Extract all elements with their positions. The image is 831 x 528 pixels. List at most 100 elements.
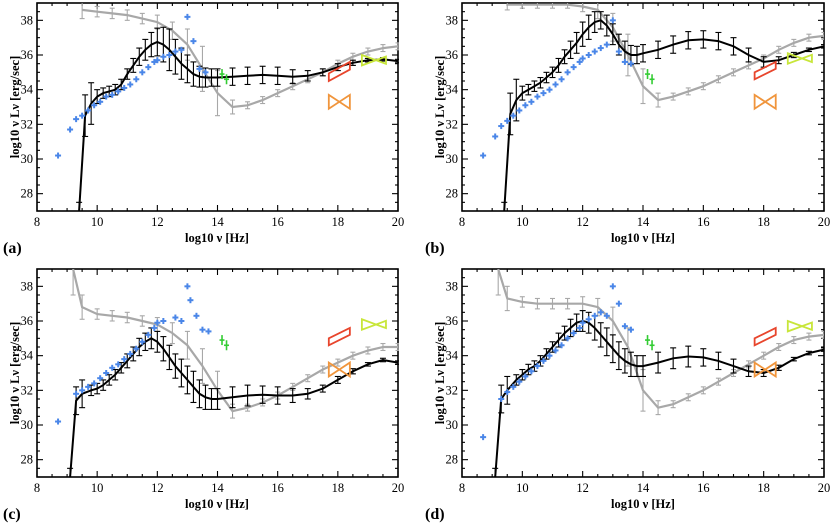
y-tick-labels: 28 30 32 34 36 38: [21, 279, 34, 466]
axis-ticks: [36, 268, 399, 478]
y-tick-label: 36: [21, 48, 34, 62]
y-tick-label: 36: [446, 48, 459, 62]
xray-bowtie-soft2: [327, 93, 351, 111]
x-tick-label: 10: [516, 215, 529, 229]
y-tick-label: 28: [446, 453, 459, 467]
y-tick-label: 38: [21, 13, 34, 27]
x-tick-label: 12: [151, 215, 164, 229]
x-tick-label: 20: [818, 215, 831, 229]
x-tick-label: 18: [757, 215, 770, 229]
model-line: [503, 19, 824, 211]
xray-bowtie-hard: [361, 53, 387, 67]
template-line: [497, 269, 824, 409]
x-tick-label: 12: [576, 215, 589, 229]
y-tick-label: 34: [446, 349, 459, 363]
y-tick-labels: 28 30 32 34 36 38: [21, 13, 34, 200]
template-line: [507, 3, 824, 102]
y-tick-label: 32: [446, 383, 459, 397]
y-tick-label: 38: [446, 279, 459, 293]
xray-bowtie-soft2: [327, 360, 351, 379]
y-tick-label: 28: [21, 453, 34, 467]
y-tick-label: 38: [446, 13, 459, 27]
plot-area: [55, 3, 399, 211]
y-tick-label: 34: [21, 349, 34, 363]
model-line: [494, 319, 824, 477]
y-tick-labels: 28 30 32 34 36 38: [446, 279, 459, 466]
x-tick-label: 12: [576, 481, 589, 495]
x-tick-labels: 8 10 12 14 16 18 20: [34, 215, 404, 229]
y-tick-label: 28: [446, 187, 459, 201]
x-tick-label: 10: [91, 215, 104, 229]
y-tick-label: 30: [446, 152, 459, 166]
y-axis-title: log10 ν Lν [erg/sec]: [433, 56, 447, 158]
y-tick-labels: 28 30 32 34 36 38: [446, 13, 459, 200]
x-tick-label: 14: [211, 481, 224, 495]
x-tick-label: 16: [697, 215, 710, 229]
xray-bowtie-soft2: [753, 93, 777, 111]
x-tick-label: 12: [151, 481, 164, 495]
x-tick-label: 8: [459, 481, 465, 495]
x-tick-label: 14: [637, 481, 650, 495]
panel-label: (d): [425, 506, 445, 523]
template-line: [81, 8, 399, 109]
x-tick-label: 18: [757, 481, 770, 495]
x-axis-title: log10 ν [Hz]: [185, 497, 249, 511]
x-tick-label: 18: [332, 215, 345, 229]
x-axis-title: log10 ν [Hz]: [611, 231, 675, 245]
y-tick-label: 30: [21, 152, 34, 166]
panel-label: (a): [3, 240, 22, 257]
y-tick-label: 32: [21, 117, 34, 131]
y-tick-label: 28: [21, 187, 34, 201]
y-tick-label: 32: [21, 383, 34, 397]
plot-area: [480, 269, 824, 477]
y-tick-label: 34: [446, 83, 459, 97]
y-tick-label: 36: [446, 314, 459, 328]
xray-bowtie-soft2: [753, 360, 777, 379]
plot-area: [480, 3, 824, 211]
xray-bowtie-hard: [361, 317, 387, 331]
x-tick-label: 18: [332, 481, 345, 495]
x-tick-label: 10: [516, 481, 529, 495]
xray-bowtie-soft: [753, 326, 777, 347]
template-line: [72, 269, 398, 413]
x-tick-label: 14: [637, 215, 650, 229]
x-axis-title: log10 ν [Hz]: [611, 497, 675, 511]
y-tick-label: 30: [21, 418, 34, 432]
x-tick-labels: 8 10 12 14 16 18 20: [459, 215, 830, 229]
x-tick-label: 16: [697, 481, 710, 495]
x-tick-label: 20: [392, 215, 405, 229]
xray-bowtie-soft: [327, 60, 351, 83]
y-tick-label: 38: [21, 279, 34, 293]
x-tick-label: 20: [818, 481, 831, 495]
x-tick-label: 10: [91, 481, 104, 495]
plot-area: [55, 269, 399, 477]
x-tick-label: 8: [34, 215, 40, 229]
xray-bowtie-hard: [786, 51, 813, 65]
x-tick-label: 16: [271, 215, 284, 229]
y-axis-title: log10 ν Lν [erg/sec]: [8, 322, 22, 424]
x-tick-label: 20: [392, 481, 405, 495]
y-tick-label: 32: [446, 117, 459, 131]
xray-bowtie-soft: [327, 326, 351, 347]
panel-label: (c): [3, 506, 21, 523]
x-tick-label: 8: [34, 481, 40, 495]
y-tick-label: 36: [21, 314, 34, 328]
y-axis-title: log10 ν Lν [erg/sec]: [433, 322, 447, 424]
xray-bowtie-hard: [786, 319, 813, 333]
panel-label: (b): [425, 240, 445, 257]
axis-ticks: [461, 268, 825, 478]
x-tick-label: 16: [271, 481, 284, 495]
x-tick-label: 8: [459, 215, 465, 229]
x-tick-label: 14: [211, 215, 224, 229]
xray-bowtie-soft: [753, 60, 777, 81]
y-tick-label: 34: [21, 83, 34, 97]
model-line: [78, 40, 399, 211]
x-tick-labels: 8 10 12 14 16 18 20: [459, 481, 830, 495]
y-axis-title: log10 ν Lν [erg/sec]: [8, 56, 22, 158]
x-axis-title: log10 ν [Hz]: [185, 231, 249, 245]
